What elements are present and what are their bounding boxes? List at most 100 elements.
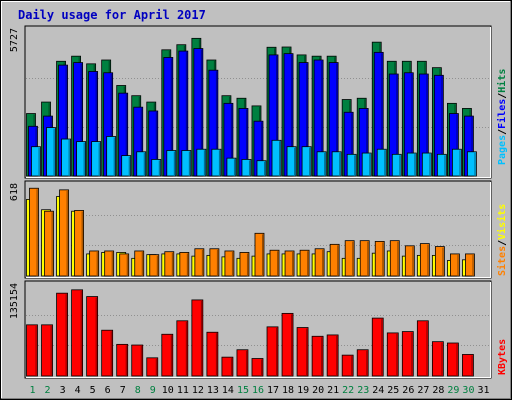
bar-shade xyxy=(248,160,251,176)
x-tick-label-day-14: 14 xyxy=(222,385,234,396)
bar-pages-day-15 xyxy=(241,159,252,177)
legend-separator: / xyxy=(497,240,508,246)
bar-shade xyxy=(126,254,128,276)
bar-shade xyxy=(170,335,172,376)
x-tick-label-day-26: 26 xyxy=(402,385,414,396)
bar-shade xyxy=(51,212,53,276)
bar-kbytes-day-28 xyxy=(431,341,444,377)
bar-shade xyxy=(260,122,263,176)
bar-shade xyxy=(218,150,221,176)
bar-shade xyxy=(230,358,233,376)
bar-sites-day-22 xyxy=(344,240,355,277)
bar-shade xyxy=(339,152,341,176)
bar-shade xyxy=(459,150,461,176)
bar-kbytes-day-22 xyxy=(341,354,354,377)
x-tick-label-day-22: 22 xyxy=(342,385,354,396)
bar-shade xyxy=(158,160,160,176)
bar-shade xyxy=(396,333,398,376)
x-tick-label-day-4: 4 xyxy=(75,385,81,396)
bar-sites-day-30 xyxy=(465,253,475,277)
bar-sites-day-8 xyxy=(134,250,145,277)
legend-separator: / xyxy=(497,129,508,135)
bar-shade xyxy=(80,63,82,176)
bar-pages-day-30 xyxy=(467,151,477,177)
bar-sites-day-4 xyxy=(74,210,84,277)
bar-shade xyxy=(200,300,203,376)
x-tick-label-day-9: 9 xyxy=(150,385,156,396)
chart-panels: 5727Pages/Files/Hits618Sites/Visits13515… xyxy=(9,25,508,379)
bar-shade xyxy=(411,332,413,376)
bar-shade xyxy=(110,331,112,376)
bar-pages-day-8 xyxy=(136,151,147,177)
bar-sites-day-26 xyxy=(404,245,415,277)
bar-shade xyxy=(381,319,383,376)
bar-shade xyxy=(399,155,401,176)
bar-shade xyxy=(185,52,188,176)
x-tick-label-day-27: 27 xyxy=(417,385,429,396)
bar-shade xyxy=(95,297,97,376)
bar-shade xyxy=(171,252,173,276)
bar-pages-day-16 xyxy=(256,160,267,177)
legend-entry-sites: Sites xyxy=(496,246,508,276)
bar-shade xyxy=(277,251,279,276)
bar-pages-day-22 xyxy=(346,153,357,177)
bar-pages-day-28 xyxy=(436,153,447,177)
bar-shade xyxy=(457,254,459,276)
bar-pages-day-4 xyxy=(76,141,86,177)
bar-shade xyxy=(110,73,112,176)
bar-shade xyxy=(397,241,399,276)
bar-kbytes-day-6 xyxy=(101,329,114,377)
bar-pages-day-18 xyxy=(286,146,297,177)
x-tick-label-day-8: 8 xyxy=(135,385,141,396)
legend-entry-kbytes: KBytes xyxy=(497,339,508,375)
bar-pages-day-23 xyxy=(361,152,372,177)
x-axis-day-labels: 1 2 3 4 5 6 7 8 9 10 11 12 13 14 15 16 17 18 19 20 21 22 23 24 2… xyxy=(30,385,490,396)
bar-kbytes-day-16 xyxy=(251,358,264,377)
bar-kbytes-day-23 xyxy=(356,349,369,377)
bar-kbytes-day-5 xyxy=(86,296,99,377)
x-tick-label-day-12: 12 xyxy=(192,385,204,396)
bar-shade xyxy=(429,154,431,176)
bar-kbytes-day-26 xyxy=(401,331,414,377)
bar-shade xyxy=(95,72,97,176)
bar-kbytes-day-1 xyxy=(26,324,38,377)
bar-shade xyxy=(203,150,206,176)
bar-shade xyxy=(382,242,384,276)
bar-pages-day-1 xyxy=(31,146,41,177)
bar-shade xyxy=(53,128,55,176)
bar-shade xyxy=(352,241,354,276)
bar-shade xyxy=(369,154,371,176)
y-axis-max-label: 135154 xyxy=(9,283,20,319)
x-tick-label-day-13: 13 xyxy=(207,385,219,396)
bar-sites-day-29 xyxy=(450,253,460,277)
bar-pages-day-10 xyxy=(166,150,177,177)
x-tick-label-day-1: 1 xyxy=(30,385,36,396)
bar-shade xyxy=(185,321,188,376)
bar-shade xyxy=(336,63,338,176)
bar-shade xyxy=(98,142,100,176)
bar-pages-day-20 xyxy=(316,151,327,177)
x-tick-label-day-24: 24 xyxy=(372,385,384,396)
bar-shade xyxy=(125,345,127,376)
bar-sites-day-5 xyxy=(89,250,100,277)
bar-shade xyxy=(263,161,266,176)
bar-shade xyxy=(96,251,98,276)
bar-pages-day-17 xyxy=(271,139,282,177)
bar-sites-day-25 xyxy=(389,240,400,277)
bar-pages-day-27 xyxy=(421,152,432,177)
bar-shade xyxy=(80,290,82,376)
bar-sites-day-21 xyxy=(329,243,340,277)
bar-shade xyxy=(81,211,83,276)
x-tick-label-day-25: 25 xyxy=(387,385,399,396)
bar-pages-day-26 xyxy=(406,152,417,177)
bar-sites-day-23 xyxy=(359,240,370,277)
bar-sites-day-17 xyxy=(269,249,280,277)
x-tick-label-day-31: 31 xyxy=(477,385,489,396)
bar-shade xyxy=(366,109,368,176)
bar-sites-day-15 xyxy=(239,252,250,277)
x-tick-label-day-29: 29 xyxy=(447,385,459,396)
bar-pages-day-6 xyxy=(106,136,117,177)
bar-shade xyxy=(65,294,67,376)
y-axis-max-label: 618 xyxy=(9,183,20,201)
